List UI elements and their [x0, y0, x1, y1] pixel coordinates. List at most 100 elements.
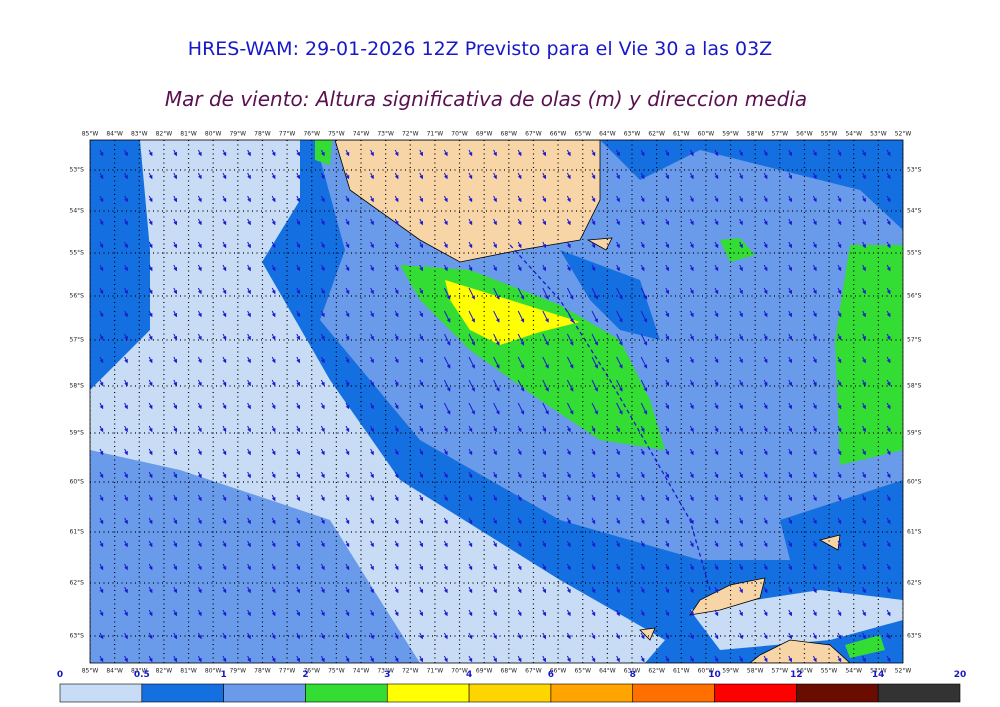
- direction-arrow: [837, 333, 842, 341]
- direction-arrow: [714, 379, 719, 387]
- direction-arrow: [173, 172, 177, 180]
- lon-label: 73°W: [377, 131, 394, 138]
- direction-arrow: [566, 149, 571, 157]
- direction-arrow: [542, 379, 549, 392]
- lon-label: 59°W: [722, 131, 739, 138]
- direction-arrow: [689, 356, 694, 364]
- direction-arrow: [419, 264, 423, 272]
- lon-label: 63°W: [624, 131, 641, 138]
- direction-arrow: [320, 241, 325, 249]
- direction-arrow: [99, 287, 104, 295]
- direction-arrow: [689, 402, 694, 410]
- direction-arrow: [419, 471, 423, 479]
- direction-arrow: [812, 494, 817, 502]
- direction-arrow: [542, 632, 546, 640]
- direction-arrow: [837, 218, 842, 226]
- direction-arrow: [739, 333, 743, 341]
- direction-arrow: [124, 241, 128, 249]
- direction-arrow: [788, 517, 792, 525]
- direction-arrow: [124, 471, 128, 479]
- direction-arrow: [247, 333, 251, 341]
- direction-arrow: [714, 356, 719, 364]
- direction-arrow: [345, 402, 350, 410]
- direction-arrow: [296, 586, 300, 594]
- direction-arrow: [566, 402, 574, 415]
- direction-arrow: [173, 379, 177, 387]
- direction-arrow: [148, 149, 153, 157]
- direction-arrow: [616, 655, 620, 663]
- lon-label: 52°W: [895, 668, 912, 675]
- direction-arrow: [542, 310, 549, 323]
- direction-arrow: [99, 632, 104, 640]
- direction-arrow: [148, 655, 153, 663]
- direction-arrow: [271, 264, 276, 272]
- lon-label: 57°W: [772, 668, 789, 675]
- direction-arrow: [443, 563, 448, 571]
- direction-arrow: [99, 195, 104, 203]
- direction-arrow: [837, 379, 842, 387]
- direction-arrow: [320, 494, 325, 502]
- direction-arrow: [812, 609, 817, 617]
- direction-arrow: [566, 517, 571, 525]
- direction-arrow: [124, 264, 128, 272]
- lon-label: 85°W: [82, 668, 99, 675]
- direction-arrow: [616, 333, 623, 346]
- direction-arrow: [566, 586, 571, 594]
- direction-arrow: [517, 632, 522, 640]
- direction-arrow: [370, 264, 374, 272]
- direction-arrow: [886, 218, 891, 226]
- direction-arrow: [591, 540, 596, 548]
- direction-arrow: [640, 563, 645, 571]
- direction-arrow: [812, 448, 817, 456]
- direction-arrow: [197, 218, 202, 226]
- direction-arrow: [173, 540, 177, 548]
- direction-arrow: [296, 563, 300, 571]
- direction-arrow: [517, 586, 522, 594]
- direction-arrow: [763, 425, 768, 433]
- colorbar-cell: [141, 683, 224, 703]
- direction-arrow: [419, 655, 423, 663]
- lon-label: 52°W: [895, 131, 912, 138]
- direction-arrow: [124, 448, 128, 456]
- direction-arrow: [837, 609, 842, 617]
- direction-arrow: [542, 540, 546, 548]
- direction-arrow: [99, 379, 104, 387]
- direction-arrow: [517, 425, 522, 433]
- direction-arrow: [370, 586, 374, 594]
- direction-arrow: [566, 471, 571, 479]
- direction-arrow: [788, 241, 792, 249]
- direction-arrow: [665, 379, 669, 387]
- lat-label: 62°S: [70, 580, 85, 587]
- direction-arrow: [616, 448, 620, 456]
- direction-arrow: [566, 448, 571, 456]
- direction-arrow: [345, 517, 350, 525]
- direction-arrow: [812, 264, 817, 272]
- colorbar-label: 1: [221, 670, 227, 680]
- direction-arrow: [222, 586, 227, 594]
- direction-arrow: [640, 241, 645, 249]
- direction-arrow: [616, 172, 620, 180]
- direction-arrow: [739, 241, 743, 249]
- direction-arrow: [468, 310, 475, 323]
- direction-arrow: [468, 195, 473, 203]
- direction-arrow: [320, 609, 325, 617]
- direction-arrow: [739, 563, 743, 571]
- lon-label: 81°W: [180, 131, 197, 138]
- direction-arrow: [591, 517, 596, 525]
- lat-label: 59°S: [907, 430, 922, 437]
- direction-arrow: [173, 218, 177, 226]
- direction-arrow: [468, 264, 473, 272]
- lon-label: 71°W: [427, 131, 444, 138]
- direction-arrow: [517, 609, 522, 617]
- direction-arrow: [788, 172, 792, 180]
- direction-arrow: [222, 172, 227, 180]
- direction-arrow: [837, 494, 842, 502]
- direction-arrow: [296, 172, 300, 180]
- lon-label: 71°W: [427, 668, 444, 675]
- direction-arrow: [714, 264, 719, 272]
- direction-arrow: [271, 448, 276, 456]
- direction-arrow: [862, 172, 866, 180]
- direction-arrow: [886, 264, 891, 272]
- lon-label: 83°W: [131, 668, 148, 675]
